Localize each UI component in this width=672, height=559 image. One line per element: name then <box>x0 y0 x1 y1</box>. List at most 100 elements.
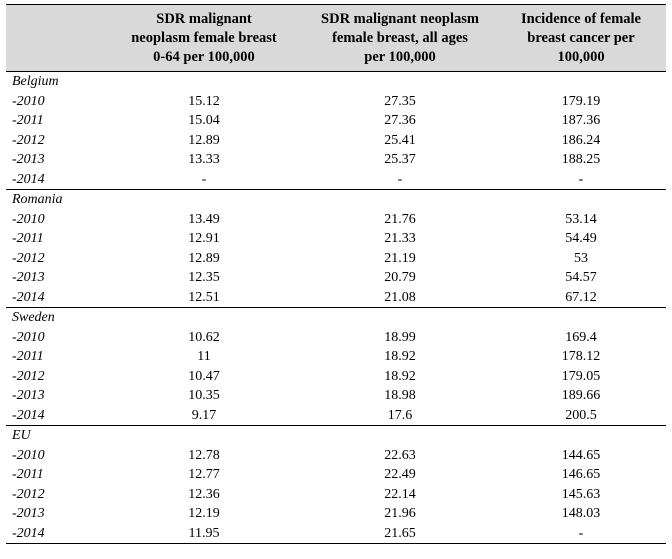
table-row: -2012 12.89 21.19 53 <box>6 249 666 269</box>
value-cell: 200.5 <box>565 407 597 423</box>
table-row: -2011 12.77 22.49 146.65 <box>6 465 666 485</box>
value-cell: 13.49 <box>188 211 220 227</box>
table-row: -2014 9.17 17.6 200.5 <box>6 406 666 426</box>
year-label: -2010 <box>12 211 45 227</box>
value-cell: 9.17 <box>191 407 217 423</box>
value-cell: 11.95 <box>188 525 220 541</box>
value-cell: 18.98 <box>384 388 416 403</box>
value-cell: 54.49 <box>565 231 597 246</box>
year-label: -2012 <box>12 368 45 384</box>
country-group: Belgium -2010 15.12 27.35 179.19 -2011 15.04 27… <box>6 72 666 190</box>
value-cell: 12.19 <box>188 506 220 521</box>
value-cell: - <box>578 525 584 541</box>
year-label: -2013 <box>12 506 45 521</box>
value-cell: 179.05 <box>561 368 601 384</box>
table-row: -2010 15.12 27.35 179.19 <box>6 92 666 112</box>
value-cell: 12.91 <box>188 231 220 246</box>
year-label: -2010 <box>12 93 45 109</box>
value-cell: 21.33 <box>384 231 416 246</box>
value-cell: 27.35 <box>384 93 416 109</box>
value-cell: 12.35 <box>188 270 220 285</box>
year-label: -2010 <box>12 447 45 463</box>
table-row: -2011 15.04 27.36 187.36 <box>6 111 666 131</box>
header-line: SDR malignant <box>156 11 252 27</box>
table-header: SDR malignant neoplasm female breast 0-6… <box>6 4 666 72</box>
value-cell: 15.12 <box>188 93 220 109</box>
year-label: -2012 <box>12 132 45 148</box>
header-line: neoplasm female breast <box>131 30 277 46</box>
header-sdr-all-ages: SDR malignant neoplasm female breast, al… <box>306 10 494 67</box>
table-row: -2014 - - - <box>6 170 666 190</box>
year-label: -2014 <box>12 171 45 187</box>
value-cell: 10.35 <box>188 388 220 403</box>
table-row: -2013 12.19 21.96 148.03 <box>6 504 666 524</box>
country-label: Romania <box>12 192 63 207</box>
value-cell: 54.57 <box>565 270 597 285</box>
year-label: -2010 <box>12 329 45 345</box>
year-label: -2011 <box>12 113 44 128</box>
value-cell: 169.4 <box>565 329 597 345</box>
value-cell: 22.63 <box>384 447 416 463</box>
value-cell: 21.08 <box>384 289 416 305</box>
value-cell: 18.92 <box>384 368 416 384</box>
value-cell: 146.65 <box>561 467 601 482</box>
header-line: per 100,000 <box>364 49 436 65</box>
year-label: -2014 <box>12 407 45 423</box>
value-cell: 187.36 <box>561 113 601 128</box>
value-cell: 12.36 <box>188 486 220 502</box>
header-line: female breast, all ages <box>332 30 468 46</box>
value-cell: 18.92 <box>384 349 416 364</box>
value-cell: 11 <box>197 349 211 364</box>
country-label: Sweden <box>12 310 55 325</box>
value-cell: 189.66 <box>561 388 601 403</box>
header-line: 0-64 per 100,000 <box>153 49 255 65</box>
year-label: -2012 <box>12 250 45 266</box>
table-row: -2013 13.33 25.37 188.25 <box>6 150 666 170</box>
value-cell: 13.33 <box>188 152 220 167</box>
year-label: -2014 <box>12 289 45 305</box>
year-label: -2011 <box>12 467 44 482</box>
value-cell: 12.51 <box>188 289 220 305</box>
value-cell: 12.89 <box>188 132 220 148</box>
value-cell: 22.49 <box>384 467 416 482</box>
table-row: -2010 13.49 21.76 53.14 <box>6 210 666 230</box>
table-row: -2010 12.78 22.63 144.65 <box>6 446 666 466</box>
table-row: -2014 12.51 21.08 67.12 <box>6 288 666 308</box>
value-cell: 178.12 <box>561 349 601 364</box>
value-cell: - <box>201 171 207 187</box>
value-cell: 53.14 <box>565 211 597 227</box>
value-cell: 186.24 <box>561 132 601 148</box>
year-label: -2013 <box>12 270 45 285</box>
country-group: Sweden -2010 10.62 18.99 169.4 -2011 11 18.92 17… <box>6 308 666 426</box>
value-cell: 27.36 <box>384 113 416 128</box>
value-cell: - <box>397 171 403 187</box>
table-row: -2012 12.36 22.14 145.63 <box>6 485 666 505</box>
country-group: EU -2010 12.78 22.63 144.65 -2011 12.77 22.49 14… <box>6 426 666 544</box>
header-sdr-0-64: SDR malignant neoplasm female breast 0-6… <box>114 10 294 67</box>
value-cell: 12.78 <box>188 447 220 463</box>
table-row: -2013 12.35 20.79 54.57 <box>6 268 666 288</box>
table-row: -2013 10.35 18.98 189.66 <box>6 386 666 406</box>
country-label: Belgium <box>12 74 59 89</box>
value-cell: 188.25 <box>561 152 601 167</box>
country-group: Romania -2010 13.49 21.76 53.14 -2011 12.91 21.… <box>6 190 666 308</box>
value-cell: 12.77 <box>188 467 220 482</box>
table-body: Belgium -2010 15.12 27.35 179.19 -2011 15.04 27… <box>6 72 666 544</box>
table-row: -2010 10.62 18.99 169.4 <box>6 328 666 348</box>
year-label: -2011 <box>12 231 44 246</box>
value-cell: 17.6 <box>387 407 413 423</box>
value-cell: 21.76 <box>384 211 416 227</box>
year-label: -2014 <box>12 525 45 541</box>
table-row: -2012 10.47 18.92 179.05 <box>6 367 666 387</box>
country-label: EU <box>12 428 31 443</box>
value-cell: 18.99 <box>384 329 416 345</box>
table-row: -2011 12.91 21.33 54.49 <box>6 229 666 249</box>
table-row: -2012 12.89 25.41 186.24 <box>6 131 666 151</box>
value-cell: 179.19 <box>561 93 601 109</box>
value-cell: 67.12 <box>565 289 597 305</box>
value-cell: 10.62 <box>188 329 220 345</box>
value-cell: 145.63 <box>561 486 601 502</box>
value-cell: 20.79 <box>384 270 416 285</box>
year-label: -2013 <box>12 152 45 167</box>
value-cell: 144.65 <box>561 447 601 463</box>
